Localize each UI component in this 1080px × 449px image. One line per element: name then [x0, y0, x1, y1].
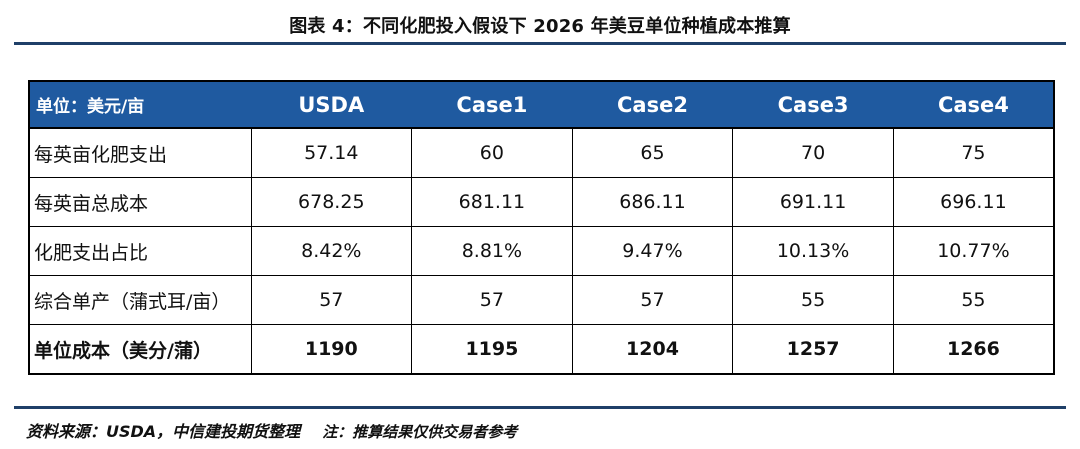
table-cell: 8.42% [250, 226, 413, 276]
column-header-case3: Case3 [732, 80, 894, 129]
table-cell: 55 [732, 275, 894, 325]
bottom-divider [14, 406, 1066, 409]
table-row: 每英亩化肥支出 57.14 60 65 70 75 [28, 127, 1055, 178]
table-cell: 1266 [892, 324, 1055, 375]
table-cell: 65 [571, 127, 734, 178]
table-cell: 678.25 [250, 177, 413, 227]
table-cell: 1190 [250, 324, 413, 375]
table-cell: 57.14 [250, 127, 413, 178]
cost-table: 单位：美元/亩 USDA Case1 Case2 Case3 Case4 每英亩… [28, 80, 1055, 375]
table-cell: 686.11 [571, 177, 734, 227]
table-cell: 57 [250, 275, 413, 325]
cost-table-container: 单位：美元/亩 USDA Case1 Case2 Case3 Case4 每英亩… [28, 80, 1055, 375]
table-row: 每英亩总成本 678.25 681.11 686.11 691.11 696.1… [28, 177, 1055, 227]
top-divider [14, 42, 1066, 45]
column-header-case1: Case1 [411, 80, 573, 129]
table-row: 化肥支出占比 8.42% 8.81% 9.47% 10.13% 10.77% [28, 226, 1055, 276]
table-cell: 57 [571, 275, 734, 325]
column-header-usda: USDA [250, 80, 413, 129]
unit-header: 单位：美元/亩 [28, 80, 252, 129]
column-header-case4: Case4 [892, 80, 1055, 129]
table-cell: 70 [732, 127, 894, 178]
table-row: 综合单产（蒲式耳/亩） 57 57 57 55 55 [28, 275, 1055, 325]
table-cell: 10.13% [732, 226, 894, 276]
table-cell: 8.81% [411, 226, 573, 276]
table-cell: 75 [892, 127, 1055, 178]
table-cell: 55 [892, 275, 1055, 325]
table-cell: 1204 [571, 324, 734, 375]
disclaimer-note: 注：推算结果仅供交易者参考 [322, 423, 518, 441]
row-label-fertilizer-share: 化肥支出占比 [28, 226, 252, 276]
column-header-case2: Case2 [571, 80, 734, 129]
table-cell: 9.47% [571, 226, 734, 276]
footer: 资料来源：USDA，中信建投期货整理 注：推算结果仅供交易者参考 [26, 418, 517, 442]
table-cell: 681.11 [411, 177, 573, 227]
source-note: 资料来源：USDA，中信建投期货整理 [26, 422, 301, 441]
table-cell: 1195 [411, 324, 573, 375]
row-label-fertilizer-spend: 每英亩化肥支出 [28, 127, 252, 178]
table-cell: 691.11 [732, 177, 894, 227]
row-label-yield: 综合单产（蒲式耳/亩） [28, 275, 252, 325]
row-label-total-cost: 每英亩总成本 [28, 177, 252, 227]
row-label-unit-cost: 单位成本（美分/蒲） [28, 324, 252, 375]
table-row: 单位成本（美分/蒲） 1190 1195 1204 1257 1266 [28, 324, 1055, 375]
table-cell: 1257 [732, 324, 894, 375]
table-cell: 696.11 [892, 177, 1055, 227]
table-cell: 10.77% [892, 226, 1055, 276]
table-cell: 57 [411, 275, 573, 325]
table-cell: 60 [411, 127, 573, 178]
table-header-row: 单位：美元/亩 USDA Case1 Case2 Case3 Case4 [28, 80, 1055, 129]
figure-title: 图表 4：不同化肥投入假设下 2026 年美豆单位种植成本推算 [289, 16, 791, 37]
